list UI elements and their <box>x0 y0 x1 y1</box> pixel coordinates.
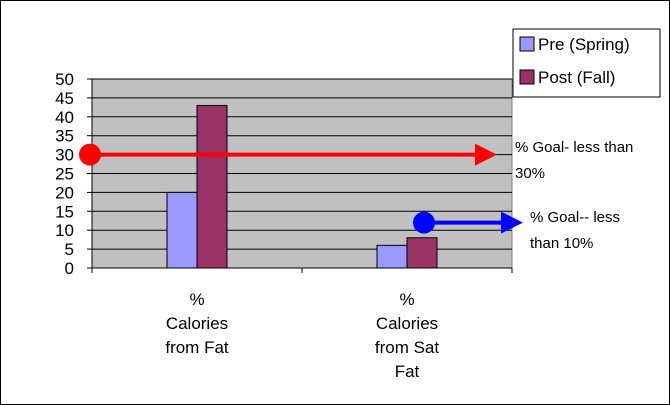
x-category-label-1-line-0: % <box>399 290 414 309</box>
x-category-label-1-line-3: Fat <box>395 362 420 381</box>
x-category-label-0-line-1: Calories <box>166 314 228 333</box>
legend-swatch-1 <box>519 69 535 85</box>
y-tick-label-5: 25 <box>55 165 74 184</box>
x-category-label-0-line-2: from Fat <box>165 338 229 357</box>
goal-arrow-head-1 <box>501 211 523 234</box>
x-category-label-1-line-1: Calories <box>376 314 438 333</box>
y-tick-label-1: 5 <box>65 240 74 259</box>
legend-swatch-0 <box>519 36 535 52</box>
y-tick-label-3: 15 <box>55 202 74 221</box>
legend-box <box>512 28 661 98</box>
y-tick-label-10: 50 <box>55 70 74 89</box>
bar-post-0 <box>196 104 228 269</box>
bar-pre-0 <box>166 191 198 269</box>
y-tick-label-2: 10 <box>55 221 74 240</box>
y-tick-label-9: 45 <box>55 89 74 108</box>
y-tick-label-7: 35 <box>55 127 74 146</box>
goal-label-0-line-0: % Goal- less than <box>515 139 633 156</box>
x-category-label-1-line-2: from Sat <box>375 338 440 357</box>
goal-label-0-line-1: 30% <box>515 165 545 182</box>
goal-label-1-line-1: than 10% <box>530 235 593 252</box>
goal-arrow-start-dot-0 <box>79 143 101 166</box>
y-tick-label-8: 40 <box>55 108 74 127</box>
bar-pre-1 <box>376 244 408 269</box>
goal-label-1-line-0: % Goal-- less <box>530 209 620 226</box>
goal-arrow-head-0 <box>475 143 497 166</box>
legend: Pre (Spring) Post (Fall) <box>512 28 661 98</box>
bar-post-1 <box>406 237 438 269</box>
goal-arrow-start-dot-1 <box>413 211 435 234</box>
goal-annotations: % Goal- less than 30% % Goal-- less than 10… <box>79 139 633 252</box>
y-tick-label-4: 20 <box>55 183 74 202</box>
y-tick-label-0: 0 <box>65 259 74 278</box>
y-tick-label-6: 30 <box>55 146 74 165</box>
legend-label-1: Post (Fall) <box>538 68 615 87</box>
legend-label-0: Pre (Spring) <box>538 35 630 54</box>
x-category-label-0-line-0: % <box>189 290 204 309</box>
x-axis-labels: % Calories from Fat% Calories from Sat Fat <box>165 290 439 381</box>
